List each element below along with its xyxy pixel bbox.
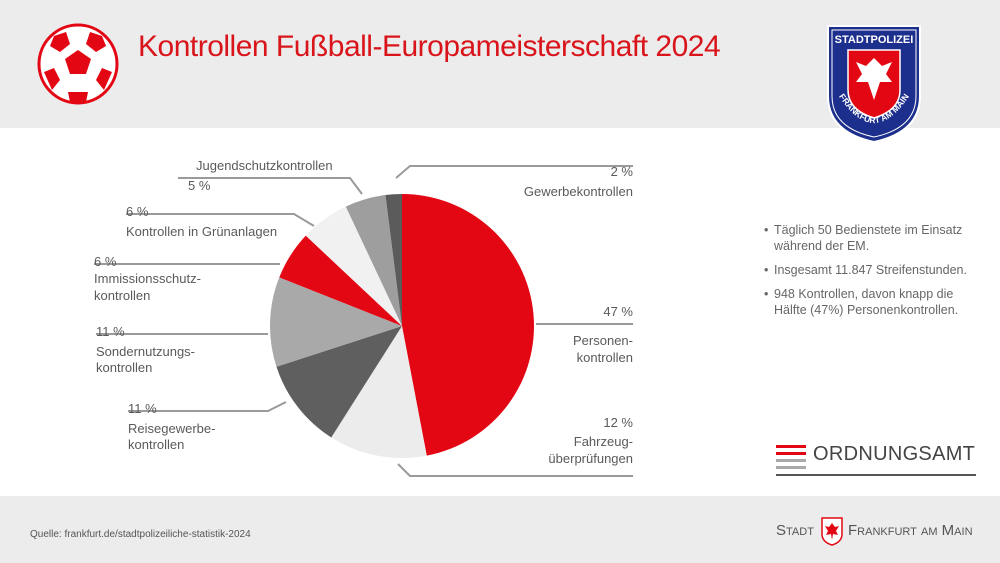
city-right-label: Frankfurt am Main (848, 522, 973, 539)
label-name-gruen: Kontrollen in Grünanlagen (126, 224, 277, 239)
city-crest-icon (821, 517, 843, 546)
ordnungsamt-label: ORDNUNGSAMT (813, 443, 976, 465)
football-icon (37, 23, 119, 105)
ordnungsamt-logo: ORDNUNGSAMT (776, 440, 976, 480)
leader-line-1 (178, 177, 363, 195)
pie-slice-3 (270, 277, 402, 367)
fact-item: Täglich 50 Bedienstete im Einsatz währen… (764, 222, 974, 254)
label-name-imm-1: Immissionsschutz- (94, 271, 201, 286)
label-name-sonder-1: Sondernutzungs- (96, 344, 195, 359)
leader-line-2 (126, 213, 315, 227)
pie-slice-0 (402, 194, 535, 456)
label-value-sonder: 11 % (96, 324, 125, 339)
label-name-fahrzeug-2: überprüfungen (548, 451, 633, 466)
label-value-gruen: 6 % (126, 204, 149, 219)
pie-slice-5 (305, 206, 402, 326)
label-name-jugend: Jugendschutzkontrollen (196, 158, 333, 173)
label-value-fahrzeug: 12 % (603, 415, 633, 430)
pie-chart: 2 % Gewerbekontrollen Jugendschutzkontro… (94, 158, 634, 477)
label-name-gewerbe: Gewerbekontrollen (524, 184, 633, 199)
leader-line-7 (397, 463, 633, 477)
pie-slice-2 (276, 326, 402, 438)
label-value-imm: 6 % (94, 254, 117, 269)
leader-line-5 (128, 401, 287, 412)
label-value-personen: 47 % (603, 304, 633, 319)
label-name-personen-1: Personen- (573, 333, 633, 348)
facts-list: Täglich 50 Bedienstete im Einsatz währen… (764, 222, 974, 326)
label-name-reise-2: kontrollen (128, 437, 184, 452)
label-name-fahrzeug-1: Fahrzeug- (574, 434, 633, 449)
badge-top-text: STADTPOLIZEI (835, 34, 914, 46)
pie-slice-4 (279, 235, 402, 326)
fact-item: Insgesamt 11.847 Streifenstunden. (764, 262, 974, 278)
source-note: Quelle: frankfurt.de/stadtpolizeiliche-s… (30, 529, 251, 540)
label-value-reise: 11 % (128, 401, 157, 416)
label-name-personen-2: kontrollen (577, 350, 633, 365)
label-value-gewerbe: 2 % (611, 164, 634, 179)
city-left-label: Stadt (776, 522, 814, 539)
label-name-reise-1: Reisegewerbe- (128, 421, 215, 436)
stadt-frankfurt-logo: Stadt Frankfurt am Main (776, 516, 976, 546)
label-name-imm-2: kontrollen (94, 288, 150, 303)
pie-slice-7 (385, 194, 402, 326)
pie-slice-6 (345, 195, 402, 326)
pie-slice-1 (331, 326, 427, 458)
leader-line-0 (395, 165, 633, 179)
label-value-jugend: 5 % (188, 178, 211, 193)
page-title: Kontrollen Fußball-Europameisterschaft 2… (138, 30, 721, 63)
label-name-sonder-2: kontrollen (96, 360, 152, 375)
fact-item: 948 Kontrollen, davon knapp die Hälfte (… (764, 286, 974, 318)
stadtpolizei-badge-icon: STADTPOLIZEI FRANKFURT AM MAIN (827, 25, 921, 144)
